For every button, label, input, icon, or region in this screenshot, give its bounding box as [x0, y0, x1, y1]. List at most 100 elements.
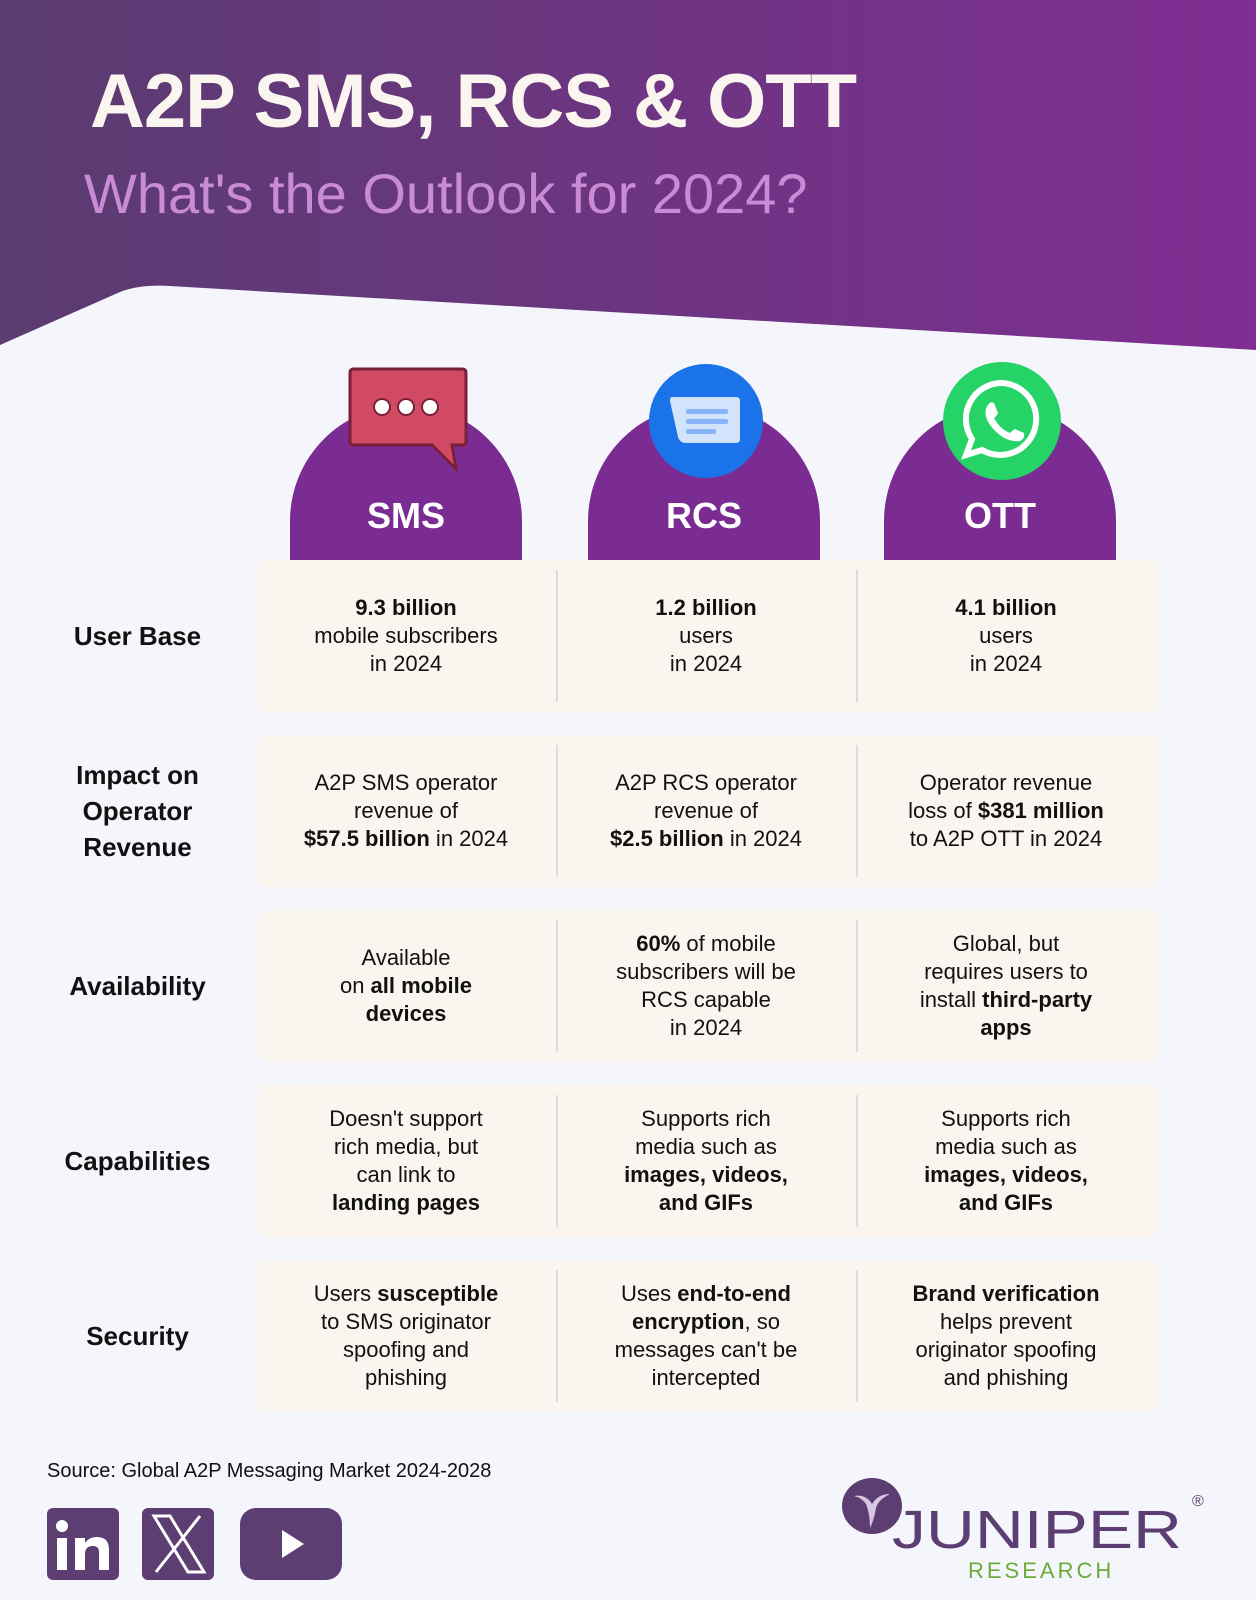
cell-text: Global, but: [952, 931, 1060, 956]
google-messages-icon: [649, 364, 763, 478]
cell-rcs: 60% of mobile subscribers will be RCS capa…: [558, 910, 854, 1062]
cell-text: Brand verification: [912, 1281, 1100, 1306]
row-label: Security: [86, 1321, 189, 1351]
cell-text: in 2024: [669, 651, 743, 676]
whatsapp-icon: [943, 362, 1061, 480]
source-note: Source: Global A2P Messaging Market 2024…: [47, 1460, 492, 1482]
table-row: A2P SMS operator revenue of $57.5 billion …: [258, 735, 1158, 887]
column-divider: [556, 1270, 558, 1402]
cell-text: images, videos,: [924, 1162, 1088, 1187]
cell-text: spoofing and: [342, 1337, 469, 1362]
cell-ott: 4.1 billion users in 2024: [858, 560, 1154, 712]
cell-text: 4.1 billion: [955, 595, 1057, 620]
cell-text: mobile subscribers: [314, 623, 498, 648]
cell-ott: Global, but requires users to install thir…: [858, 910, 1154, 1062]
cell-text: , so: [744, 1309, 780, 1334]
column-label: SMS: [366, 495, 445, 536]
cell-text: Available: [361, 945, 451, 970]
cell-text: users: [679, 623, 733, 648]
cell-text: loss of: [908, 798, 978, 823]
cell-text: Supports rich: [941, 1106, 1071, 1131]
cell-text: landing pages: [332, 1190, 480, 1215]
cell-text: and GIFs: [658, 1190, 754, 1215]
table-row: 9.3 billion mobile subscribers in 2024 1.2 …: [258, 560, 1158, 712]
row-label: Capabilities: [64, 1146, 211, 1176]
cell-text: install: [919, 987, 983, 1012]
cell-text: 9.3 billion: [355, 595, 457, 620]
cell-text: Operator revenue: [919, 770, 1093, 795]
cell-text: images, videos,: [624, 1162, 788, 1187]
cell-text: RCS capable: [641, 987, 771, 1012]
cell-text: requires users to: [924, 959, 1088, 984]
cell-text: and phishing: [943, 1365, 1069, 1390]
cell-text: Uses: [621, 1281, 678, 1306]
column-divider: [556, 570, 558, 702]
cell-text: third-party: [982, 987, 1093, 1012]
column-divider: [856, 570, 858, 702]
cell-text: A2P SMS operator: [314, 770, 498, 795]
column-divider: [856, 1095, 858, 1227]
cell-text: originator spoofing: [915, 1337, 1097, 1362]
header-banner: A2P SMS, RCS & OTT What's the Outlook fo…: [0, 0, 1256, 370]
cell-text: encryption: [632, 1309, 745, 1334]
page-title: A2P SMS, RCS & OTT: [90, 59, 857, 144]
cell-text: to SMS originator: [321, 1309, 491, 1334]
cell-text: phishing: [365, 1365, 447, 1390]
cell-ott: Supports rich media such as images, videos…: [858, 1085, 1154, 1237]
cell-text: Supports rich: [641, 1106, 771, 1131]
row-label: Availability: [69, 971, 206, 1001]
column-divider: [856, 920, 858, 1052]
cell-text: A2P RCS operator: [615, 770, 797, 795]
cell-text: revenue of: [654, 798, 758, 823]
column-divider: [856, 1270, 858, 1402]
cell-text: helps prevent: [939, 1309, 1073, 1334]
column-divider: [556, 745, 558, 877]
column-divider: [856, 745, 858, 877]
cell-ott: Operator revenue loss of $381 million to A…: [858, 735, 1154, 887]
table-row: Available on all mobile devices 60% of mobi…: [258, 910, 1158, 1062]
cell-text: $57.5 billion: [303, 826, 430, 851]
cell-text: of mobile: [680, 931, 776, 956]
cell-text: in 2024: [369, 651, 443, 676]
juniper-research-logo: JUNIPER ® RESEARCH: [840, 1476, 1230, 1591]
cell-text: on: [339, 973, 371, 998]
column-label: OTT: [964, 495, 1036, 536]
cell-text: 1.2 billion: [655, 595, 757, 620]
cell-rcs: 1.2 billion users in 2024: [558, 560, 854, 712]
cell-text: $381 million: [977, 798, 1104, 823]
cell-text: media such as: [935, 1134, 1077, 1159]
cell-text: in 2024: [969, 651, 1043, 676]
cell-text: Doesn't support: [329, 1106, 483, 1131]
cell-text: 60%: [636, 931, 681, 956]
cell-text: apps: [980, 1015, 1032, 1040]
cell-sms: 9.3 billion mobile subscribers in 2024: [258, 560, 554, 712]
row-label: User Base: [73, 621, 202, 651]
cell-text: to A2P OTT in 2024: [909, 826, 1103, 851]
cell-text: susceptible: [377, 1281, 499, 1306]
cell-text: devices: [365, 1001, 447, 1026]
x-icon[interactable]: [142, 1508, 214, 1580]
cell-text: in 2024: [723, 826, 802, 851]
column-label: RCS: [665, 495, 742, 536]
cell-text: end-to-end: [677, 1281, 791, 1306]
column-divider: [556, 920, 558, 1052]
cell-text: all mobile: [370, 973, 473, 998]
cell-sms: Doesn't support rich media, but can link t…: [258, 1085, 554, 1237]
cell-sms: A2P SMS operator revenue of $57.5 billion …: [258, 735, 554, 887]
svg-text:RESEARCH: RESEARCH: [968, 1558, 1114, 1583]
cell-ott: Brand verification helps prevent originato…: [858, 1260, 1154, 1412]
row-label: Impact on Operator Revenue: [76, 760, 199, 862]
cell-text: rich media, but: [333, 1134, 479, 1159]
cell-text: and GIFs: [958, 1190, 1054, 1215]
table-row: Doesn't support rich media, but can link t…: [258, 1085, 1158, 1237]
youtube-icon[interactable]: [240, 1508, 342, 1580]
cell-text: in 2024: [669, 1015, 743, 1040]
cell-text: revenue of: [354, 798, 458, 823]
linkedin-icon[interactable]: [47, 1508, 119, 1580]
table-row: Users susceptible to SMS originator spoofi…: [258, 1260, 1158, 1412]
svg-text:JUNIPER: JUNIPER: [892, 1500, 1182, 1560]
cell-text: media such as: [635, 1134, 777, 1159]
chat-bubble-icon: [348, 367, 468, 474]
cell-sms: Available on all mobile devices: [258, 910, 554, 1062]
cell-text: users: [979, 623, 1033, 648]
